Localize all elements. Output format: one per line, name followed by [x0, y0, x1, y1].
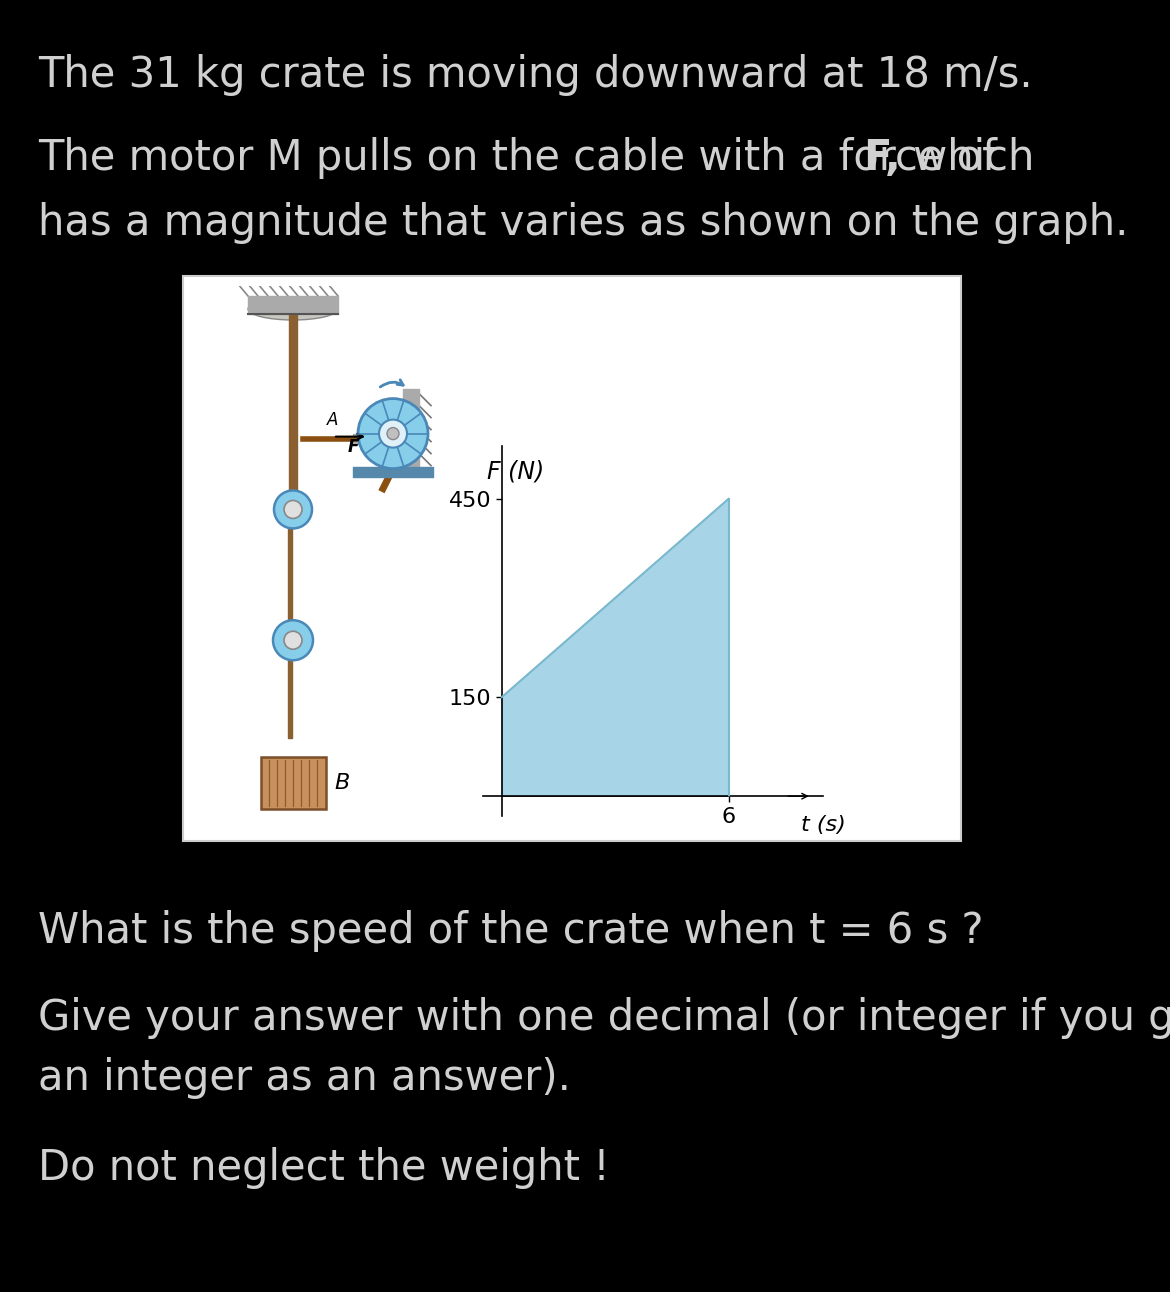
Text: Give your answer with one decimal (or integer if you get: Give your answer with one decimal (or in… [37, 997, 1170, 1039]
Circle shape [379, 420, 407, 447]
Text: which: which [900, 137, 1034, 180]
Text: The motor M pulls on the cable with a force of: The motor M pulls on the cable with a fo… [37, 137, 1010, 180]
Text: What is the speed of the crate when t = 6 s ?: What is the speed of the crate when t = … [37, 910, 984, 952]
Bar [261, 757, 325, 809]
Text: F,: F, [862, 137, 901, 180]
Ellipse shape [248, 298, 338, 320]
Text: B: B [335, 773, 350, 793]
Text: Do not neglect the weight !: Do not neglect the weight ! [37, 1147, 610, 1189]
Text: t (s): t (s) [800, 815, 846, 835]
Circle shape [387, 428, 399, 439]
Text: an integer as an answer).: an integer as an answer). [37, 1057, 571, 1099]
Text: F: F [347, 438, 359, 456]
Text: F (N): F (N) [487, 459, 544, 483]
Text: The 31 kg crate is moving downward at 18 m/s.: The 31 kg crate is moving downward at 18… [37, 54, 1033, 96]
Circle shape [284, 632, 302, 650]
Text: has a magnitude that varies as shown on the graph.: has a magnitude that varies as shown on … [37, 202, 1128, 244]
Polygon shape [502, 499, 729, 796]
Circle shape [284, 500, 302, 518]
Circle shape [273, 620, 314, 660]
Circle shape [274, 491, 312, 528]
Text: A: A [328, 411, 338, 429]
Bar [183, 276, 961, 841]
Circle shape [358, 399, 428, 469]
